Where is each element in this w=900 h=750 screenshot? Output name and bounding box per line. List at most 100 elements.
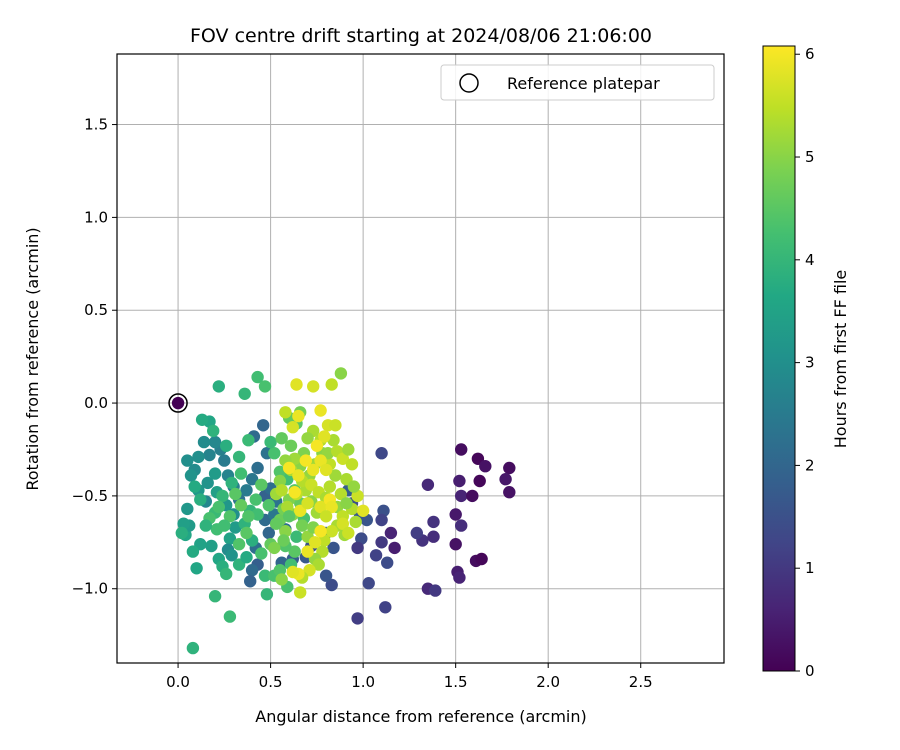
data-point [225,476,238,490]
data-point [225,549,238,562]
data-point [449,508,462,521]
data-point [475,552,488,566]
data-point [381,556,394,569]
data-point [288,452,301,465]
reference-ring [168,393,188,413]
x-tick-label: 1.0 [351,673,375,691]
data-point [499,473,512,486]
data-point [218,454,231,467]
data-point [181,502,194,516]
data-point [251,370,264,384]
data-point [275,484,288,497]
x-tick-label: 0.5 [259,673,283,691]
data-point [466,489,479,503]
data-point [240,551,253,564]
y-axis-label: Rotation from reference (arcmin) [23,227,42,490]
colorbar: 0 1 2 3 4 5 6 Hours from first FF file [762,45,850,680]
data-point [260,588,274,601]
data-point [279,525,292,538]
data-point [288,486,301,499]
data-point [323,480,336,493]
colorbar-tick-label: 2 [805,456,815,474]
data-point [479,460,492,473]
data-point [351,489,364,503]
data-point [234,499,248,512]
data-point [229,487,242,501]
data-point [186,641,200,655]
x-axis-label: Angular distance from reference (arcmin) [255,707,586,726]
data-point [379,601,392,614]
data-point [194,493,207,506]
data-point [195,413,209,426]
data-point [388,541,401,555]
data-point [223,532,237,545]
x-tick-label: 1.5 [444,673,468,691]
data-point [281,500,294,514]
data-point [212,380,225,393]
data-point [377,504,390,517]
data-point [336,517,349,530]
data-point [318,534,331,547]
data-point [181,454,194,467]
colorbar-tick-label: 3 [805,354,815,372]
data-point [258,569,272,582]
data-point [355,532,368,545]
data-point [319,463,333,477]
data-point [421,478,435,491]
data-point [286,565,299,579]
colorbar-tick-label: 6 [805,45,815,63]
data-point [212,500,225,514]
data-point [351,612,364,625]
data-point [347,480,361,493]
data-point [264,435,277,449]
data-point [282,510,296,523]
data-point [205,539,218,553]
data-point [175,526,188,540]
data-point [314,404,327,417]
data-point [308,536,322,549]
data-point [277,534,290,547]
data-point [336,452,349,465]
data-point [255,547,268,560]
data-point [245,564,259,577]
data-point [223,510,237,523]
x-axis-ticks: 0.0 0.5 1.0 1.5 2.0 2.5 [166,663,653,691]
data-point [410,526,423,540]
data-point [242,510,255,523]
data-point [192,450,205,464]
colorbar-gradient [762,45,796,672]
data-point [314,454,327,467]
grid [117,54,724,663]
data-point [242,434,255,447]
legend-box [440,64,715,101]
data-point [375,513,388,527]
y-tick-label: −0.5 [72,487,108,505]
data-point [275,573,288,586]
data-point [307,463,320,477]
data-point [218,519,231,532]
y-tick-label: 0.5 [84,301,108,319]
data-point [301,545,314,558]
data-point [255,478,268,491]
data-point [345,458,359,471]
data-point [207,424,220,438]
data-point [249,493,262,506]
data-point [455,489,468,503]
legend-label: Reference platepar [507,74,660,93]
data-point [449,538,462,551]
data-point [208,590,222,603]
data-point [251,461,264,475]
data-point [245,473,259,486]
data-point [427,515,440,529]
data-point [307,380,320,393]
x-tick-label: 2.0 [536,673,560,691]
data-point [318,430,331,443]
data-point [197,435,211,449]
data-point [362,577,375,590]
data-point [299,454,312,467]
data-point [208,467,222,480]
data-point [234,467,248,480]
data-point [329,419,342,432]
data-point [240,526,253,540]
